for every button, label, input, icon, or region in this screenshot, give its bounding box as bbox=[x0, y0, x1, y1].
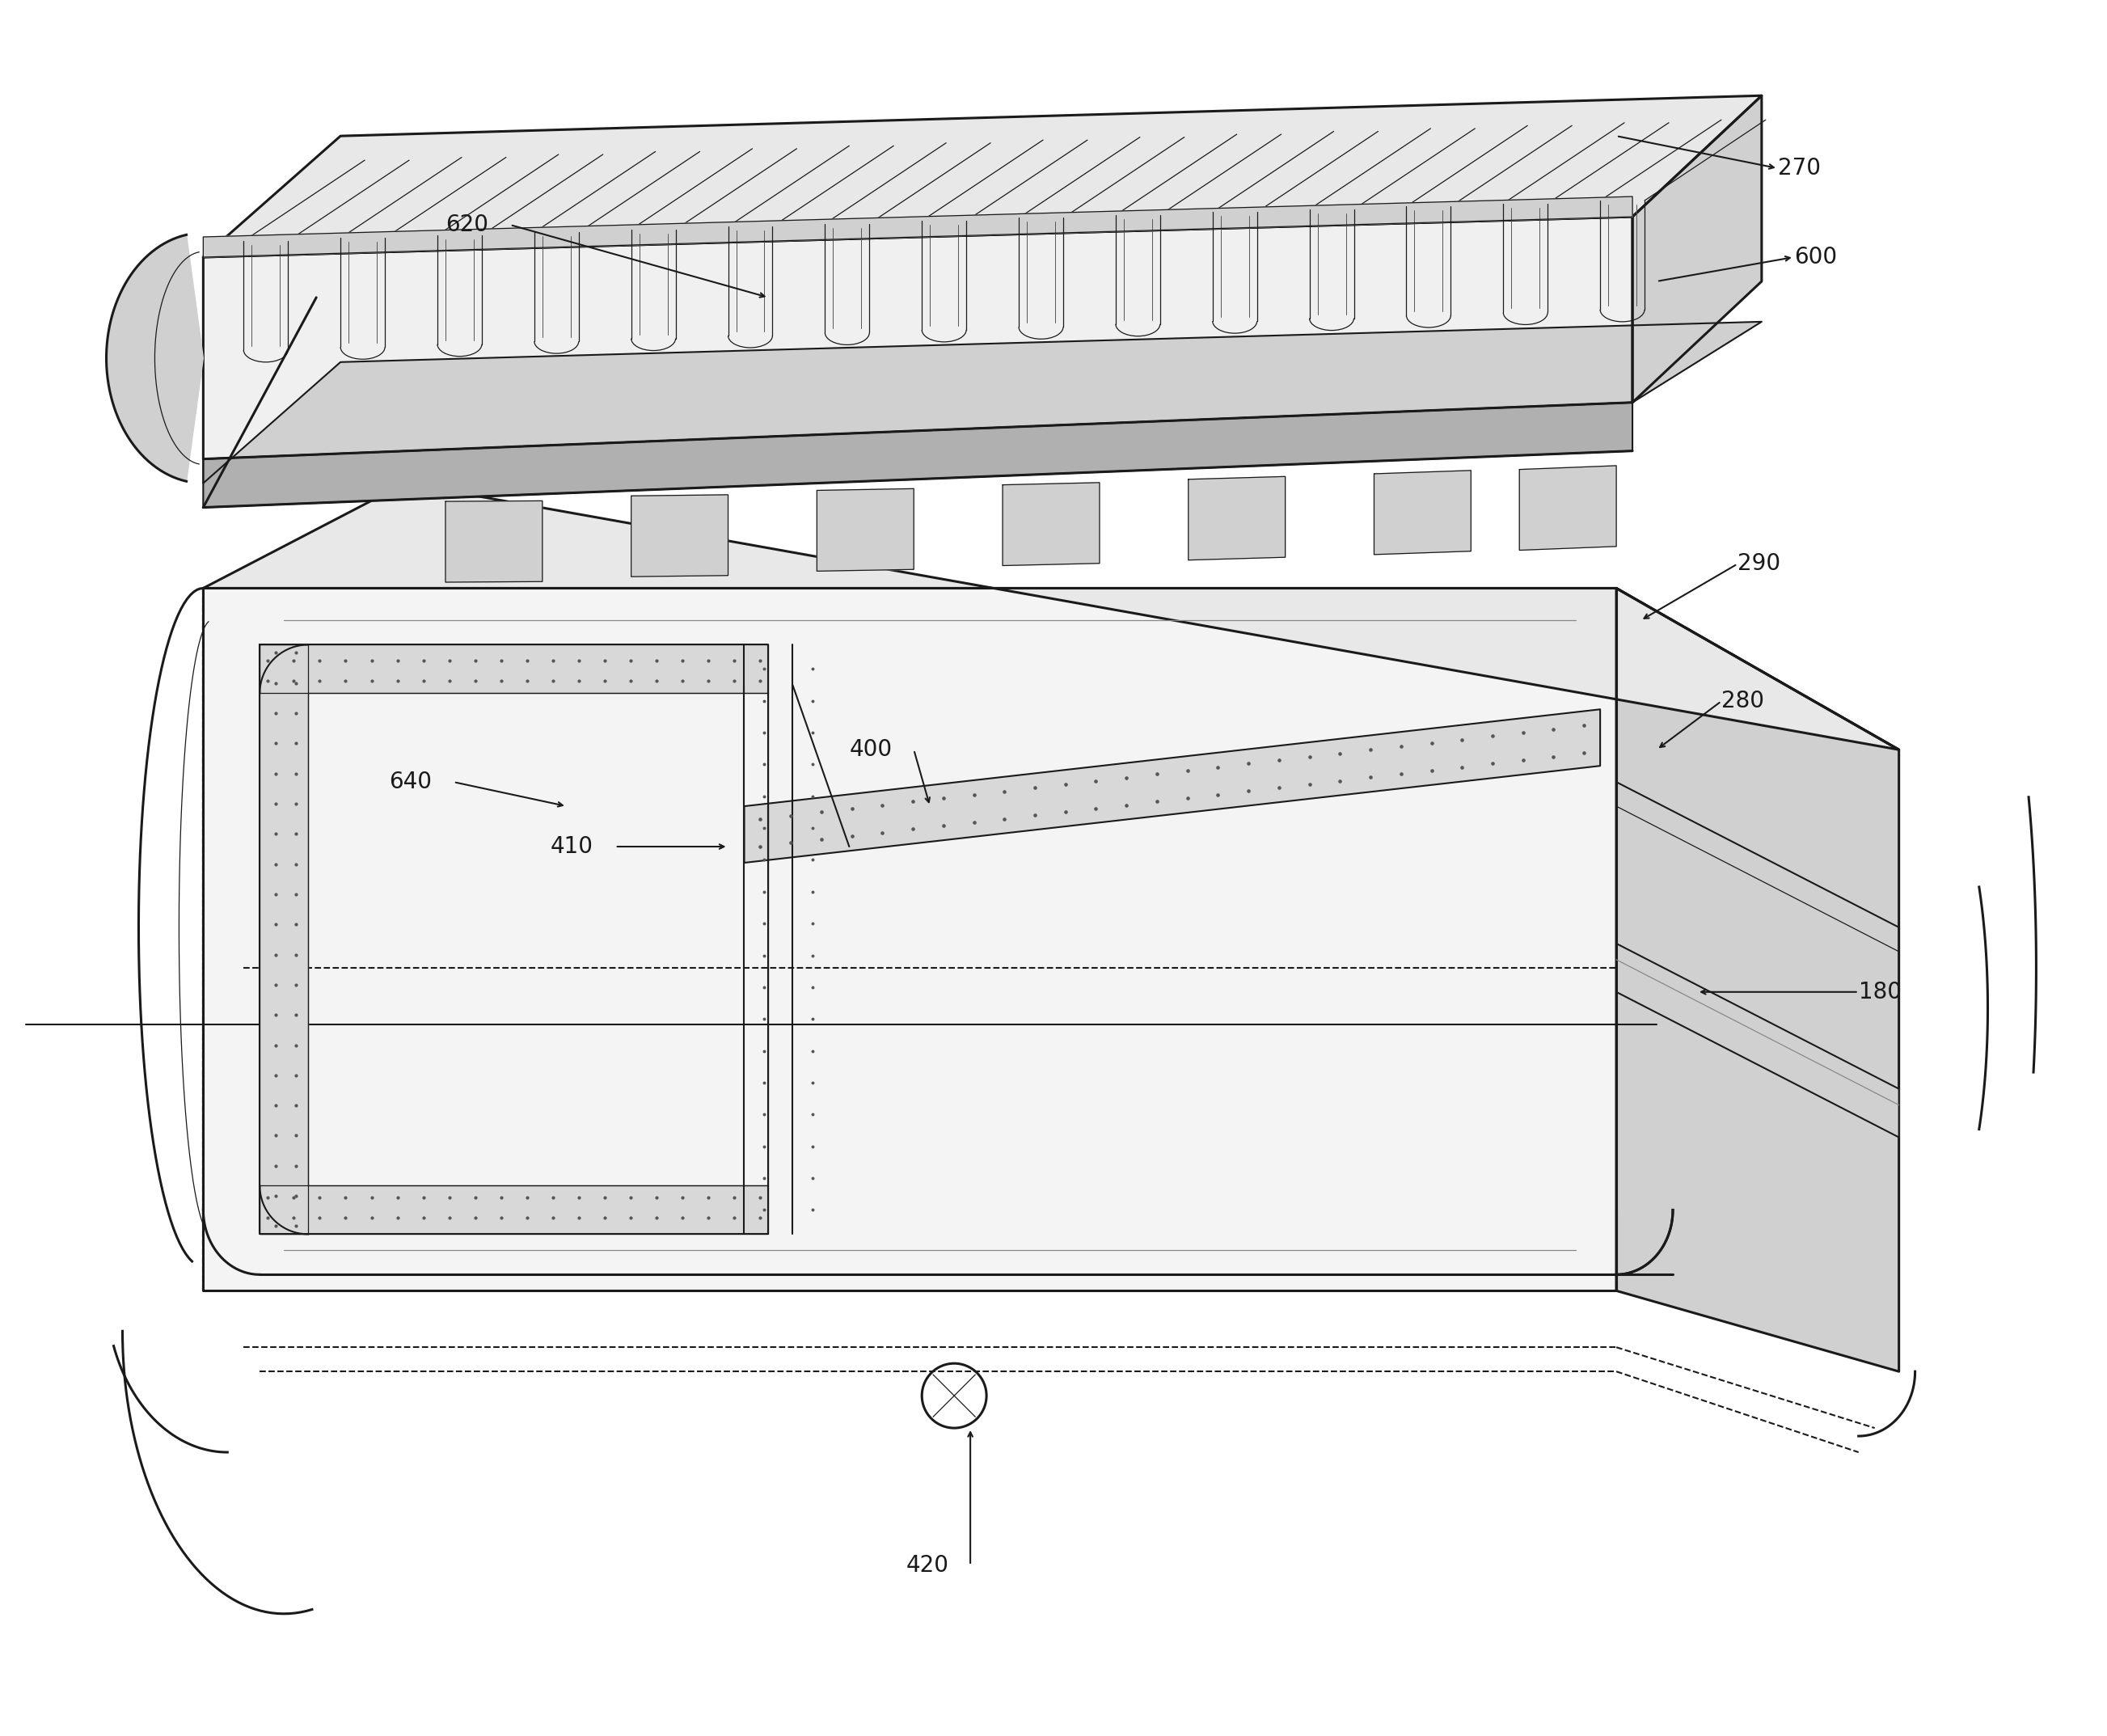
Text: 600: 600 bbox=[1793, 247, 1837, 269]
Text: 640: 640 bbox=[390, 771, 432, 793]
Text: 410: 410 bbox=[550, 835, 594, 858]
Polygon shape bbox=[1519, 465, 1616, 550]
Text: 400: 400 bbox=[849, 738, 891, 760]
Text: 420: 420 bbox=[906, 1554, 948, 1576]
Polygon shape bbox=[202, 483, 1898, 750]
Polygon shape bbox=[1003, 483, 1100, 566]
Polygon shape bbox=[202, 403, 1633, 507]
Polygon shape bbox=[1633, 95, 1761, 403]
Polygon shape bbox=[202, 217, 1633, 458]
Polygon shape bbox=[202, 589, 1616, 1292]
Polygon shape bbox=[1616, 589, 1898, 1371]
Text: 270: 270 bbox=[1778, 156, 1820, 179]
Text: 180: 180 bbox=[1858, 981, 1901, 1003]
Polygon shape bbox=[202, 196, 1633, 257]
Polygon shape bbox=[1374, 470, 1471, 554]
Polygon shape bbox=[1616, 943, 1898, 1137]
Polygon shape bbox=[1188, 476, 1285, 561]
Text: 290: 290 bbox=[1738, 552, 1780, 575]
Polygon shape bbox=[259, 644, 308, 1234]
Polygon shape bbox=[632, 495, 729, 576]
Text: 280: 280 bbox=[1721, 689, 1764, 712]
Polygon shape bbox=[744, 710, 1599, 863]
Polygon shape bbox=[259, 644, 769, 693]
Polygon shape bbox=[259, 1186, 769, 1234]
Polygon shape bbox=[105, 234, 202, 481]
Polygon shape bbox=[202, 321, 1761, 483]
Polygon shape bbox=[818, 488, 914, 571]
Polygon shape bbox=[202, 95, 1761, 257]
Text: 620: 620 bbox=[445, 214, 489, 236]
Polygon shape bbox=[445, 500, 541, 582]
